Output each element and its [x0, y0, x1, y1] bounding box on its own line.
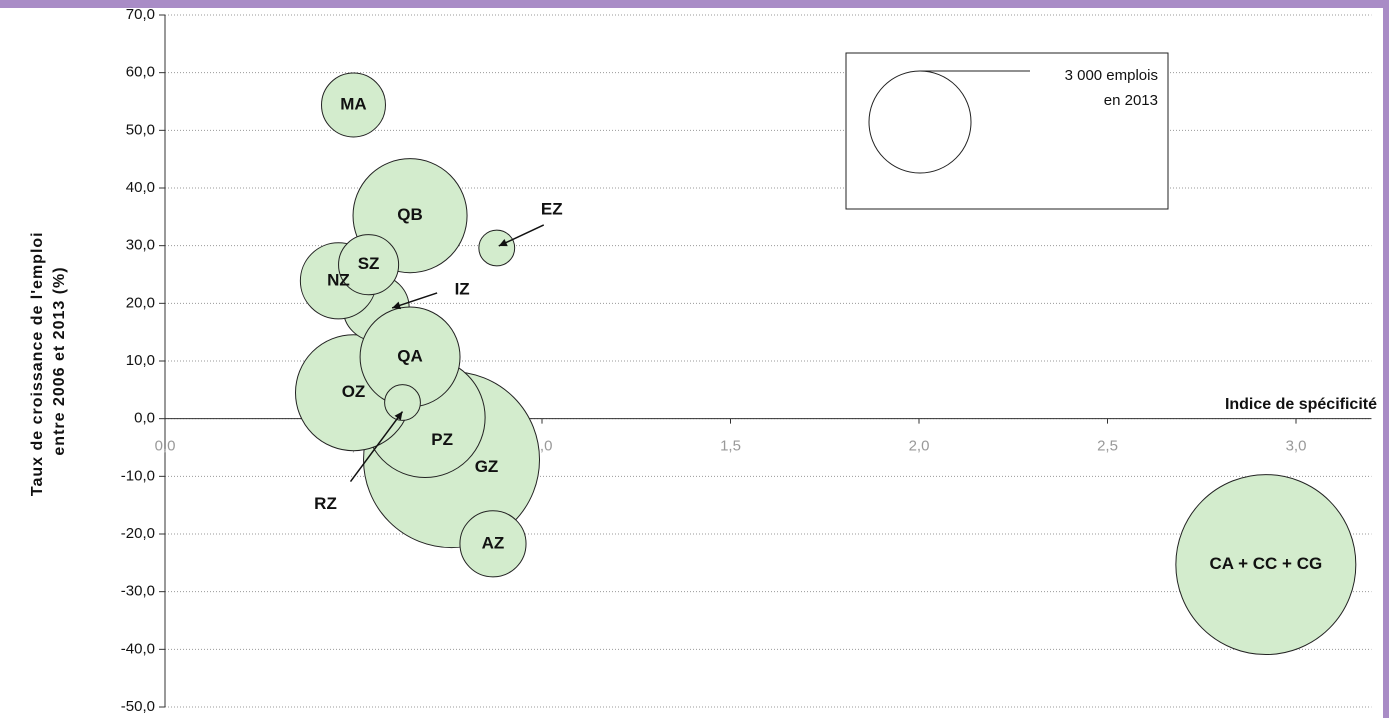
- y-tick-label: 50,0: [126, 121, 155, 138]
- bubble-label: MA: [340, 94, 366, 113]
- x-tick-label: 3,0: [1286, 438, 1307, 455]
- bubble: [384, 384, 421, 421]
- y-tick-label: 60,0: [126, 64, 155, 81]
- bubble-label: NZ: [327, 270, 350, 289]
- bubble-label: GZ: [475, 457, 499, 476]
- legend-bubble: [868, 70, 972, 174]
- y-tick-label: 40,0: [126, 179, 155, 196]
- y-axis-title: Taux de croissance de l'emploi entre 200…: [29, 226, 68, 496]
- arrow-head: [392, 301, 402, 310]
- y-tick-label: 30,0: [126, 237, 155, 254]
- y-tick-label: -40,0: [121, 640, 155, 657]
- leader-arrow: [349, 411, 404, 482]
- bubble-label: OZ: [342, 382, 366, 401]
- y-tick-label: 0,0: [134, 410, 155, 427]
- y-tick-label: 10,0: [126, 352, 155, 369]
- arrow-head: [498, 238, 508, 247]
- leader-arrow: [498, 224, 545, 247]
- legend-text: en 2013: [1104, 92, 1158, 109]
- bubble: [478, 229, 516, 267]
- y-axis-title-line: entre 2006 et 2013 (%): [51, 266, 68, 455]
- bubble-label: AZ: [482, 533, 505, 552]
- legend-text: 3 000 emplois: [1065, 67, 1158, 84]
- bubble-label: EZ: [541, 199, 563, 218]
- y-tick-label: 20,0: [126, 294, 155, 311]
- x-axis-title: Indice de spécificité: [1225, 396, 1377, 413]
- bubble-label: QB: [397, 205, 423, 224]
- bubble-label: RZ: [314, 494, 337, 513]
- bubble: [459, 510, 527, 578]
- y-axis-title-line: Taux de croissance de l'emploi: [29, 231, 46, 496]
- y-tick-label: -20,0: [121, 525, 155, 542]
- bubble-label: IZ: [455, 279, 470, 298]
- x-tick-label: 2,0: [909, 438, 930, 455]
- top-band: [0, 0, 1389, 8]
- y-tick-label: 70,0: [126, 6, 155, 23]
- bubble-label: PZ: [431, 430, 453, 449]
- bubble: [1175, 474, 1357, 656]
- size-legend: 3 000 emplois en 2013: [845, 52, 1169, 210]
- bubble: [338, 234, 400, 296]
- bubble: [321, 72, 386, 138]
- x-tick-label: 2,5: [1097, 438, 1118, 455]
- bubble-label: SZ: [358, 254, 380, 273]
- bubble-label: QA: [397, 346, 423, 365]
- x-tick-label: 0,0: [155, 438, 176, 455]
- arrow-head: [394, 411, 403, 421]
- bubble-label: CA + CC + CG: [1209, 554, 1322, 573]
- x-tick-label: 1,5: [720, 438, 741, 455]
- y-tick-label: -30,0: [121, 583, 155, 600]
- side-band: [1383, 0, 1389, 718]
- y-tick-label: -10,0: [121, 467, 155, 484]
- y-tick-label: -50,0: [121, 698, 155, 715]
